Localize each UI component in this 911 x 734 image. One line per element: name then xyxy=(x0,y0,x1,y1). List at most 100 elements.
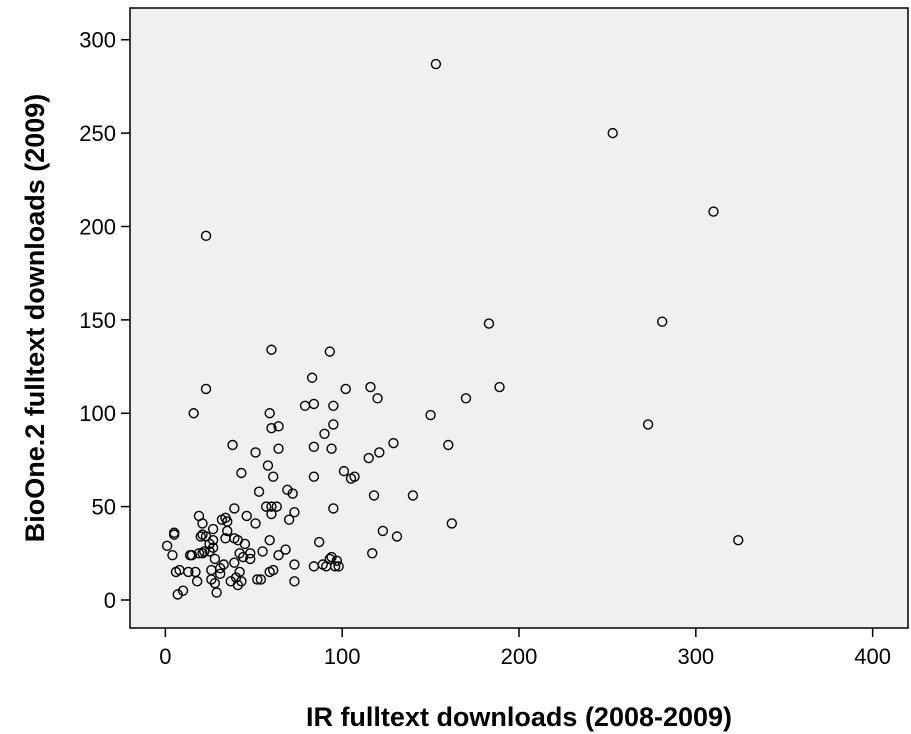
data-point xyxy=(338,465,350,477)
data-point xyxy=(266,501,277,512)
x-axis: 0 100 200 300 400 xyxy=(159,628,891,669)
data-point xyxy=(733,535,744,546)
y-tick-label: 200 xyxy=(79,214,116,239)
data-point xyxy=(227,439,238,451)
data-point xyxy=(264,535,275,546)
data-point xyxy=(328,503,339,514)
data-point xyxy=(425,409,436,421)
data-point xyxy=(229,557,240,568)
data-point xyxy=(289,576,300,587)
data-point xyxy=(207,535,219,546)
data-point xyxy=(268,471,279,482)
data-point xyxy=(188,408,199,419)
data-point xyxy=(245,553,256,565)
data-point xyxy=(266,422,277,434)
data-point xyxy=(211,587,222,598)
data-point xyxy=(229,503,240,514)
data-point xyxy=(308,471,320,482)
data-point xyxy=(483,318,495,329)
data-point xyxy=(324,553,336,565)
data-point xyxy=(257,546,268,557)
data-point xyxy=(218,559,229,570)
data-point xyxy=(273,549,284,561)
data-point xyxy=(230,572,242,583)
x-tick-label: 300 xyxy=(677,644,714,669)
data-point xyxy=(195,531,206,542)
data-point xyxy=(262,460,274,471)
data-point xyxy=(282,484,293,496)
x-tick-label: 0 xyxy=(159,644,171,669)
data-point xyxy=(446,518,458,529)
data-point xyxy=(241,510,252,522)
data-point xyxy=(264,408,275,419)
data-point xyxy=(260,501,272,512)
data-point xyxy=(607,127,618,139)
data-point xyxy=(197,518,208,529)
data-point xyxy=(363,452,374,464)
data-point xyxy=(250,447,261,458)
data-point xyxy=(306,372,318,383)
data-point xyxy=(200,230,212,242)
data-point xyxy=(271,501,282,512)
y-tick-label: 50 xyxy=(92,495,116,520)
data-point xyxy=(289,559,300,570)
data-points xyxy=(161,58,744,600)
data-point xyxy=(273,421,284,432)
data-point xyxy=(283,514,295,525)
data-point xyxy=(377,525,389,537)
data-point xyxy=(326,551,337,563)
data-point xyxy=(374,447,385,458)
data-point xyxy=(308,441,320,453)
y-tick-label: 250 xyxy=(79,121,116,146)
data-point xyxy=(642,419,654,430)
data-point xyxy=(460,393,472,404)
x-axis-title: IR fulltext downloads (2008-2009) xyxy=(306,702,732,732)
y-tick-label: 150 xyxy=(79,308,116,333)
data-point xyxy=(183,566,194,578)
data-point xyxy=(289,507,300,518)
data-point xyxy=(266,344,277,355)
data-point xyxy=(222,516,233,527)
x-tick-label: 200 xyxy=(501,644,538,669)
data-point xyxy=(273,443,284,454)
data-point xyxy=(197,548,208,559)
data-point xyxy=(308,398,320,410)
data-point xyxy=(391,531,403,542)
data-point xyxy=(177,585,189,596)
data-point xyxy=(365,381,376,393)
data-point xyxy=(388,437,399,449)
data-point xyxy=(708,206,719,217)
data-point xyxy=(287,488,298,499)
data-point xyxy=(328,400,339,411)
data-point xyxy=(349,471,360,482)
data-point xyxy=(239,538,251,550)
data-point xyxy=(252,574,263,585)
data-point xyxy=(313,536,325,548)
data-point xyxy=(324,346,336,357)
data-point xyxy=(191,576,203,587)
data-point xyxy=(340,383,351,395)
data-point xyxy=(186,549,198,561)
y-tick-label: 300 xyxy=(79,28,116,53)
data-point xyxy=(430,58,442,70)
data-point xyxy=(494,381,505,393)
y-tick-label: 0 xyxy=(104,588,116,613)
data-point xyxy=(367,548,378,559)
data-point xyxy=(207,542,219,553)
data-point xyxy=(443,439,454,451)
data-point xyxy=(407,490,419,501)
data-point xyxy=(280,544,291,555)
data-point xyxy=(169,529,180,540)
x-tick-label: 400 xyxy=(854,644,891,669)
data-point xyxy=(161,540,173,552)
data-point xyxy=(172,589,183,600)
data-point xyxy=(657,316,668,327)
y-tick-label: 100 xyxy=(79,401,116,426)
x-tick-label: 100 xyxy=(324,644,361,669)
data-point xyxy=(236,467,247,479)
data-point xyxy=(328,419,339,430)
data-point xyxy=(268,564,279,576)
data-point xyxy=(253,486,265,497)
data-point xyxy=(333,561,344,572)
